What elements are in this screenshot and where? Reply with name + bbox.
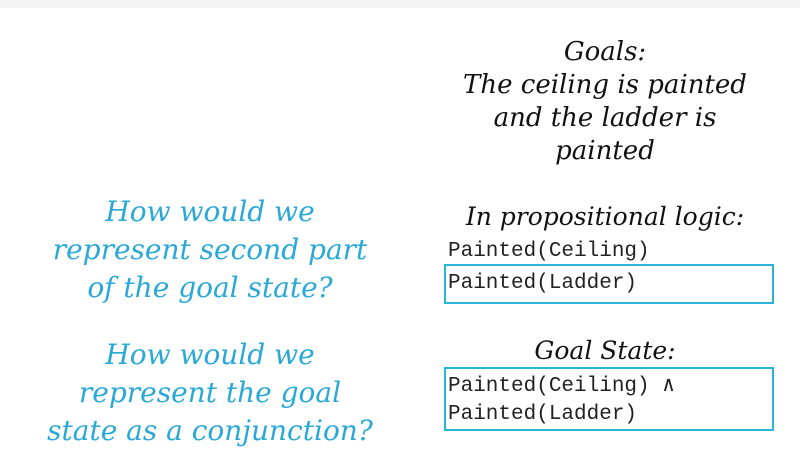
- goals-block: Goals: The ceiling is painted and the la…: [440, 36, 770, 168]
- top-strip: [0, 0, 800, 8]
- question-1: How would we represent second part of th…: [10, 193, 410, 307]
- question-1-line-2: represent second part: [52, 233, 368, 266]
- question-2-line-1: How would we: [105, 338, 315, 371]
- propositional-highlight-box: [444, 264, 774, 304]
- goal-state-box: [444, 367, 774, 431]
- goals-line-1: The ceiling is painted: [463, 70, 747, 100]
- propositional-heading: In propositional logic:: [465, 202, 745, 231]
- propositional-line-1: Painted(Ceiling): [448, 240, 650, 263]
- goals-heading: Goals:: [563, 37, 647, 67]
- goals-line-3: painted: [555, 136, 655, 166]
- goals-line-2: and the ladder is: [493, 103, 717, 133]
- question-1-line-1: How would we: [105, 195, 315, 228]
- question-2-line-3: state as a conjunction?: [47, 414, 373, 447]
- goal-state-heading: Goal State:: [534, 336, 676, 365]
- goal-state-line-1: Painted(Ceiling) ∧: [448, 375, 675, 398]
- question-1-line-3: of the goal state?: [87, 271, 333, 304]
- question-2-line-2: represent the goal: [78, 376, 342, 409]
- goal-state-line-2: Painted(Ladder): [448, 403, 638, 426]
- propositional-line-2: Painted(Ladder): [448, 272, 638, 295]
- question-2: How would we represent the goal state as…: [10, 336, 410, 450]
